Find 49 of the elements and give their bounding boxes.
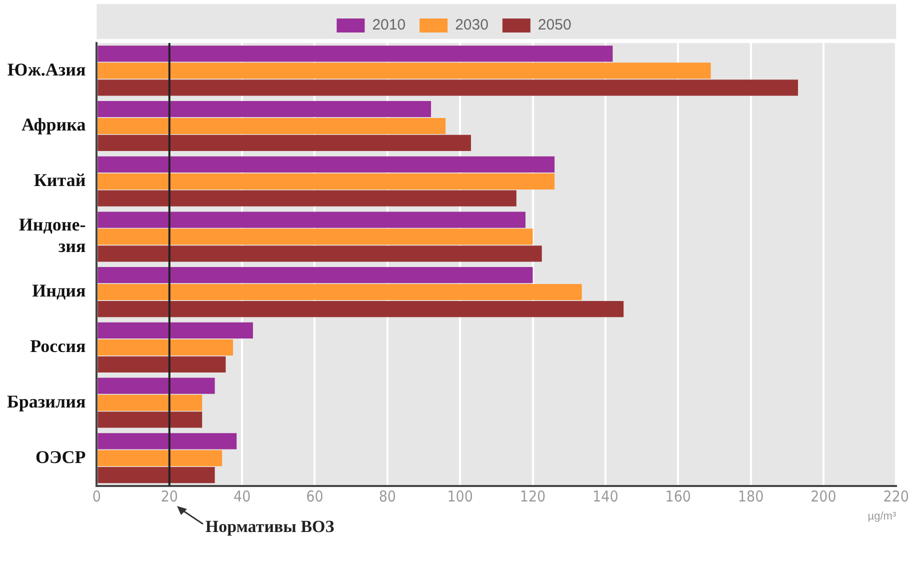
- y-tick-label: Бразилия: [6, 391, 86, 412]
- ref-line-label: Нормативы ВОЗ: [205, 517, 334, 536]
- x-tick-label: 60: [306, 488, 324, 506]
- bar: [98, 173, 555, 190]
- bar: [98, 100, 432, 118]
- bar: [98, 339, 233, 356]
- bar: [98, 300, 624, 318]
- bar: [98, 356, 226, 372]
- bar: [98, 134, 471, 152]
- y-tick-label: Россия: [30, 336, 86, 356]
- bar: [98, 80, 798, 96]
- legend-label: 2050: [538, 16, 572, 34]
- bar: [98, 322, 253, 339]
- y-tick-label: ОЭСР: [36, 446, 86, 467]
- x-tick-label: 220: [883, 488, 910, 506]
- bar: [98, 267, 533, 284]
- bar: [98, 212, 526, 228]
- x-tick-label: 20: [160, 488, 178, 506]
- legend-label: 2030: [455, 16, 488, 34]
- x-tick-label: 100: [447, 488, 473, 506]
- bar: [98, 412, 202, 428]
- bar: [98, 156, 555, 172]
- x-tick-label: 80: [378, 488, 396, 506]
- x-tick-label: 140: [592, 488, 618, 506]
- bar: [98, 46, 613, 62]
- bar: [98, 246, 542, 262]
- bar: [98, 394, 202, 411]
- bar: [98, 190, 516, 206]
- x-tick-label: 120: [520, 488, 546, 506]
- bar: [98, 433, 237, 450]
- x-tick-label: 40: [233, 488, 251, 506]
- x-tick-label: 200: [810, 488, 836, 506]
- bar: [98, 118, 446, 134]
- bar: [98, 62, 711, 79]
- legend-label: 2010: [372, 16, 406, 34]
- y-tick-label: Африка: [21, 114, 86, 135]
- y-tick-label: Индия: [32, 280, 86, 301]
- bar: [98, 228, 533, 245]
- x-tick-label: 180: [738, 488, 764, 506]
- y-tick-label: Юж.Азия: [7, 59, 86, 80]
- bar: [98, 284, 582, 300]
- x-tick-label: 160: [665, 488, 691, 506]
- bar: [98, 450, 222, 466]
- x-tick-label: 0: [92, 488, 102, 506]
- x-axis-title: µg/m³: [868, 510, 896, 522]
- bar: [98, 378, 215, 394]
- bar: [98, 467, 215, 484]
- y-tick-label: Индоне- зия: [18, 214, 86, 256]
- y-tick-label: Китай: [34, 170, 86, 190]
